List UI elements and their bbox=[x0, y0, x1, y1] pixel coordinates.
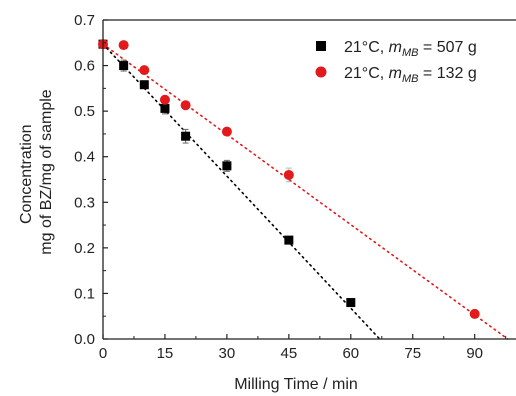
x-tick-label: 60 bbox=[342, 345, 359, 362]
y-tick-label: 0.2 bbox=[74, 240, 95, 257]
data-point-507g bbox=[284, 235, 294, 245]
data-point-132g bbox=[283, 169, 294, 180]
data-point-132g bbox=[221, 126, 232, 137]
legend-132g-sub: MB bbox=[402, 73, 419, 85]
legend-marker-square bbox=[316, 41, 326, 51]
legend-507g-m: m bbox=[389, 39, 402, 56]
fit-line-series-2 bbox=[102, 43, 509, 340]
y-ticks: 0.0 0.1 0.2 0.3 0.4 0.5 0.6 0.7 bbox=[74, 12, 108, 348]
data-point-507g bbox=[222, 161, 232, 171]
data-markers bbox=[98, 39, 480, 319]
x-tick-label: 30 bbox=[219, 345, 236, 362]
x-tick-label: 0 bbox=[99, 345, 107, 362]
y-tick-label: 0.5 bbox=[74, 103, 95, 120]
x-ticks: 0 15 30 45 60 75 90 bbox=[99, 334, 507, 362]
data-point-507g bbox=[119, 61, 129, 71]
y-tick-label: 0.6 bbox=[74, 58, 95, 75]
data-point-132g bbox=[469, 308, 480, 319]
x-tick-label: 90 bbox=[466, 345, 483, 362]
legend-entry-507g: 21°C, mMB = 507 g bbox=[344, 39, 477, 59]
legend-132g-m: m bbox=[389, 65, 402, 82]
x-tick-label: 75 bbox=[404, 345, 421, 362]
y-axis-title: Concentration mg of BZ/mg of sample bbox=[18, 89, 55, 254]
y-tick-label: 0.0 bbox=[74, 331, 95, 348]
y-axis-title-line1: Concentration bbox=[18, 124, 35, 224]
y-tick-label: 0.7 bbox=[74, 12, 95, 29]
data-point-132g bbox=[180, 100, 191, 111]
x-axis-title: Milling Time / min bbox=[234, 376, 358, 393]
legend-507g-suffix: = 507 g bbox=[418, 39, 476, 56]
x-tick-label: 15 bbox=[157, 345, 174, 362]
data-point-132g bbox=[139, 65, 150, 76]
legend-marker-circle bbox=[315, 66, 327, 78]
data-point-507g bbox=[160, 103, 170, 113]
fit-lines bbox=[102, 43, 509, 340]
legend-507g-sub: MB bbox=[402, 47, 419, 59]
y-tick-label: 0.3 bbox=[74, 194, 95, 211]
legend-132g-prefix: 21°C, bbox=[344, 65, 389, 82]
legend-132g-suffix: = 132 g bbox=[418, 65, 476, 82]
data-point-132g bbox=[118, 40, 129, 51]
x-tick-label: 45 bbox=[281, 345, 298, 362]
error-bars bbox=[120, 59, 292, 183]
y-tick-label: 0.4 bbox=[74, 149, 95, 166]
y-tick-label: 0.1 bbox=[74, 285, 95, 302]
data-point-507g bbox=[346, 298, 356, 308]
data-point-132g bbox=[159, 94, 170, 105]
fit-line-series-1 bbox=[102, 43, 381, 340]
y-axis-title-line2: mg of BZ/mg of sample bbox=[38, 89, 55, 254]
legend: 21°C, mMB = 507 g 21°C, mMB = 132 g bbox=[315, 39, 477, 85]
data-point-507g bbox=[139, 80, 149, 90]
legend-507g-prefix: 21°C, bbox=[344, 39, 389, 56]
legend-entry-132g: 21°C, mMB = 132 g bbox=[344, 65, 477, 85]
data-point-507g bbox=[181, 131, 191, 141]
